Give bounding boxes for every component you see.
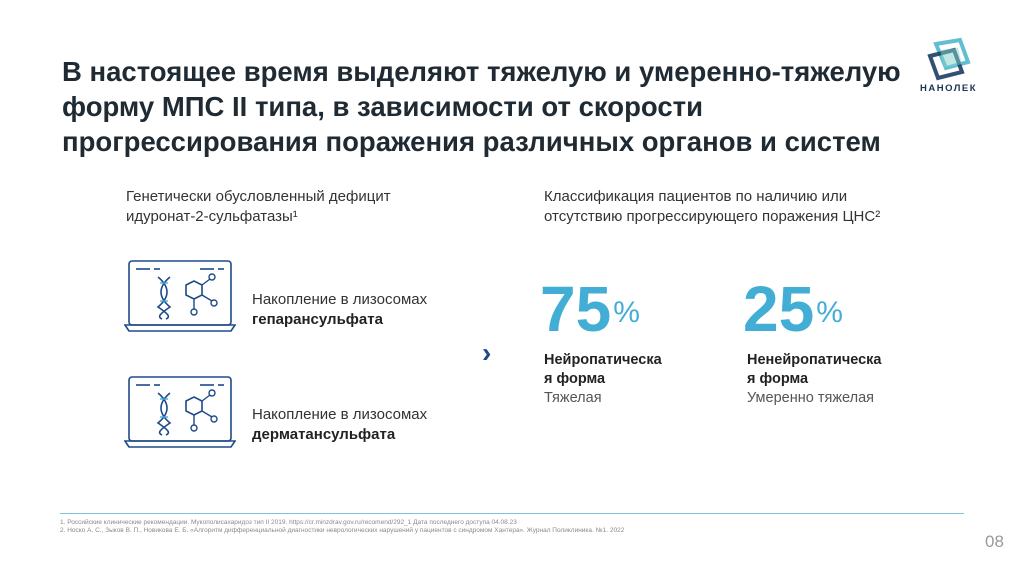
dna-monitor-icon [124,260,236,332]
left-column-heading: Генетически обусловленный дефицит идурон… [126,188,391,225]
footer-divider [60,513,964,514]
stat-neuropathic-label: Нейропатическа я форма [544,352,662,387]
footnote: 1. Российские клинические рекомендации. … [60,519,517,526]
accumulation-dermatan-text: Накопление в лизосомах дерматансульфата [252,406,428,443]
stat-neuropathic-value: 75% [540,273,640,345]
chevron-right-icon: › [482,337,492,368]
dna-monitor-icon [124,376,236,448]
accumulation-heparan-text: Накопление в лизосомах гепарансульфата [252,291,428,328]
stat-non-neuropathic-value: 25% [743,273,843,345]
nanolek-logo-icon [927,37,971,81]
stat-neuropathic-severity: Тяжелая [544,390,602,406]
stat-non-neuropathic-severity: Умеренно тяжелая [747,390,874,406]
logo-text: НАНОЛЕК [920,83,978,94]
right-column-heading: Классификация пациентов по наличию или о… [544,188,881,225]
stat-non-neuropathic-label: Ненейропатическа я форма [747,352,882,387]
page-number: 08 [985,532,1004,551]
footnote: 2. Носко А. С., Зыков В. П., Новикова Е.… [60,527,625,534]
slide-title: В настоящее время выделяют тяжелую и уме… [62,56,901,157]
